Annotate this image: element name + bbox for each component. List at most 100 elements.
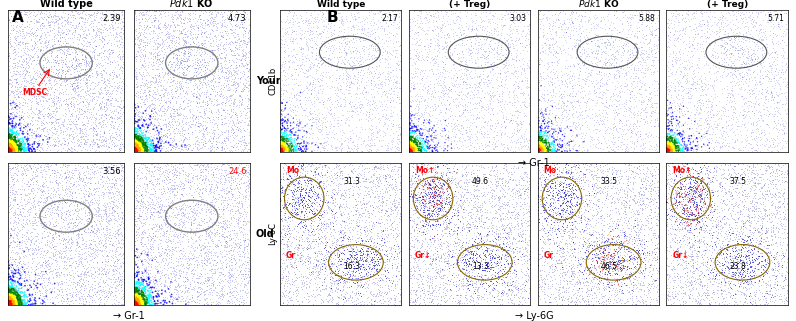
- Point: [202, 275, 215, 280]
- Point: [241, 78, 254, 83]
- Point: [116, 44, 129, 49]
- Point: [378, 260, 391, 265]
- Point: [439, 213, 452, 219]
- Point: [134, 23, 146, 28]
- Point: [479, 280, 492, 285]
- Point: [222, 9, 235, 14]
- Point: [310, 192, 323, 197]
- Point: [365, 256, 378, 262]
- Point: [455, 103, 468, 108]
- Point: [135, 147, 147, 152]
- Point: [426, 193, 439, 198]
- Point: [607, 259, 620, 264]
- Point: [115, 9, 128, 14]
- Point: [4, 122, 17, 127]
- Point: [388, 18, 401, 23]
- Point: [652, 240, 665, 245]
- Point: [779, 66, 792, 71]
- Point: [25, 85, 38, 90]
- Point: [490, 76, 502, 82]
- Point: [684, 220, 696, 225]
- Point: [201, 226, 213, 231]
- Point: [607, 54, 619, 59]
- Point: [100, 108, 112, 113]
- Point: [521, 185, 534, 190]
- Point: [533, 149, 545, 154]
- Point: [333, 43, 345, 48]
- Point: [689, 206, 701, 211]
- Point: [684, 291, 696, 297]
- Point: [61, 14, 74, 20]
- Point: [187, 163, 200, 168]
- Point: [142, 298, 155, 303]
- Point: [44, 179, 57, 184]
- Point: [156, 269, 169, 274]
- Point: [58, 240, 71, 246]
- Point: [3, 134, 16, 139]
- Point: [177, 211, 189, 216]
- Point: [665, 201, 678, 206]
- Point: [661, 146, 673, 151]
- Point: [632, 160, 645, 166]
- Point: [54, 81, 67, 86]
- Point: [10, 294, 23, 299]
- Point: [423, 200, 436, 205]
- Point: [673, 167, 685, 172]
- Point: [384, 98, 397, 103]
- Point: [22, 275, 35, 280]
- Point: [212, 244, 224, 249]
- Point: [753, 78, 766, 83]
- Point: [30, 190, 43, 195]
- Point: [534, 287, 547, 292]
- Point: [673, 198, 685, 204]
- Point: [617, 46, 630, 51]
- Point: [139, 289, 151, 294]
- Point: [368, 56, 380, 61]
- Point: [704, 218, 717, 223]
- Point: [6, 90, 19, 95]
- Point: [316, 77, 329, 82]
- Point: [202, 227, 215, 232]
- Point: [172, 220, 185, 225]
- Point: [441, 213, 454, 218]
- Point: [288, 179, 301, 184]
- Point: [129, 67, 142, 73]
- Point: [87, 127, 100, 133]
- Point: [167, 74, 180, 80]
- Point: [579, 76, 592, 81]
- Point: [662, 143, 675, 149]
- Point: [410, 288, 423, 293]
- Point: [196, 115, 209, 120]
- Point: [330, 302, 343, 307]
- Point: [193, 121, 206, 126]
- Point: [700, 36, 713, 41]
- Point: [37, 183, 49, 188]
- Point: [570, 169, 583, 174]
- Point: [154, 282, 166, 287]
- Point: [403, 131, 416, 136]
- Point: [432, 47, 445, 52]
- Point: [459, 164, 472, 169]
- Point: [99, 280, 111, 285]
- Point: [29, 298, 42, 303]
- Point: [694, 211, 707, 216]
- Point: [634, 218, 647, 223]
- Point: [140, 251, 153, 256]
- Point: [344, 134, 357, 139]
- Point: [135, 302, 148, 307]
- Point: [611, 92, 624, 97]
- Point: [134, 202, 146, 207]
- Point: [313, 82, 326, 87]
- Point: [53, 16, 66, 22]
- Point: [716, 245, 728, 250]
- Point: [465, 127, 478, 132]
- Point: [471, 48, 484, 53]
- Point: [149, 144, 162, 149]
- Point: [665, 128, 678, 134]
- Point: [549, 264, 562, 269]
- Point: [49, 11, 61, 16]
- Point: [34, 123, 47, 128]
- Point: [135, 302, 147, 307]
- Point: [485, 37, 498, 42]
- Point: [521, 172, 533, 177]
